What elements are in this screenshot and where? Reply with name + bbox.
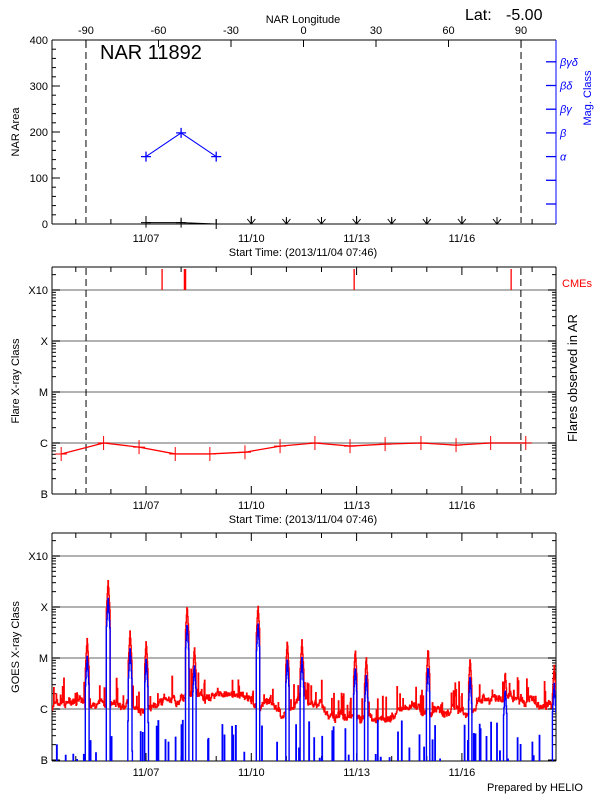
flare-point bbox=[344, 439, 357, 454]
y-axis-label: NAR Area bbox=[10, 107, 22, 157]
y-axis-label: Flare X-ray Class bbox=[10, 338, 22, 423]
goes-short-channel-line bbox=[55, 597, 556, 761]
top-x-tick-label: 90 bbox=[515, 25, 527, 37]
y-tick-label: M bbox=[39, 387, 48, 399]
x-tick-label: 11/16 bbox=[449, 767, 476, 779]
x-tick-label: 11/10 bbox=[238, 233, 265, 245]
flare-point bbox=[133, 440, 146, 455]
no-data-marker bbox=[492, 217, 502, 225]
y-tick-label: M bbox=[39, 653, 48, 665]
flare-point bbox=[519, 436, 532, 450]
y-axis-label: GOES X-ray Class bbox=[10, 601, 22, 693]
y-tick-label: 400 bbox=[30, 35, 48, 47]
x-axis-label: Start Time: (2013/11/04 07:46) bbox=[229, 247, 377, 259]
y2-tick-label: βγδ bbox=[559, 57, 579, 69]
top-x-tick-label: 0 bbox=[300, 25, 306, 37]
y-tick-label: C bbox=[40, 438, 48, 450]
y-tick-label: 0 bbox=[42, 219, 48, 231]
region-label: NAR 11892 bbox=[100, 42, 202, 64]
y-tick-label: B bbox=[41, 489, 48, 501]
no-data-marker bbox=[246, 217, 256, 225]
y-tick-label: 300 bbox=[30, 81, 48, 93]
top-x-tick-label: -30 bbox=[223, 25, 239, 37]
y-tick-label: X bbox=[41, 602, 49, 614]
y-tick-label: 200 bbox=[30, 127, 48, 139]
y-tick-label: X10 bbox=[28, 285, 48, 297]
y-tick-label: C bbox=[40, 704, 48, 716]
x-tick-label: 11/16 bbox=[449, 500, 476, 512]
y-tick-label: 100 bbox=[30, 173, 48, 185]
nar-area-panel: NAR Longitude Start Time: (2013/11/04 07… bbox=[10, 14, 594, 259]
no-data-marker bbox=[422, 217, 432, 225]
no-data-marker bbox=[352, 217, 361, 225]
flare-point bbox=[308, 436, 321, 450]
flare-point bbox=[379, 437, 392, 452]
goes-long-channel-line bbox=[52, 580, 556, 724]
flare-point bbox=[55, 446, 68, 461]
no-data-marker bbox=[282, 217, 291, 225]
x-tick-label: 11/13 bbox=[343, 767, 370, 779]
flare-point bbox=[97, 436, 110, 450]
footer-credit: Prepared by HELIO bbox=[487, 782, 583, 794]
top-x-axis-label: NAR Longitude bbox=[266, 14, 341, 26]
x-tick-label: 11/10 bbox=[238, 500, 265, 512]
flare-point bbox=[203, 446, 216, 461]
top-x-tick-label: -90 bbox=[78, 25, 94, 37]
goes-panel: GOES X-ray Class B C M X X10 11/07 11/10 11/13 1… bbox=[10, 532, 557, 779]
y2-axis-label: Mag. Class bbox=[582, 70, 594, 126]
top-x-tick-label: 60 bbox=[442, 25, 454, 37]
x-tick-label: 11/07 bbox=[133, 500, 160, 512]
x-tick-label: 11/13 bbox=[343, 233, 370, 245]
y2-tick-label: α bbox=[560, 152, 567, 164]
flare-point bbox=[238, 445, 251, 460]
y-tick-label: X10 bbox=[28, 551, 48, 563]
x-axis-label: Start Time: (2013/11/04 07:46) bbox=[229, 514, 377, 526]
top-x-tick-label: 30 bbox=[370, 25, 382, 37]
top-x-tick-label: -60 bbox=[151, 25, 167, 37]
lat-label: Lat: bbox=[465, 7, 492, 24]
no-data-marker bbox=[457, 217, 467, 225]
flare-point bbox=[450, 438, 463, 453]
x-tick-label: 11/16 bbox=[449, 233, 476, 245]
mag-class-point bbox=[141, 151, 151, 162]
mag-class-point bbox=[211, 151, 222, 162]
flare-point bbox=[169, 446, 182, 461]
y-tick-label: X bbox=[41, 336, 49, 348]
flares-panel: Start Time: (2013/11/04 07:46) Flare X-r… bbox=[10, 266, 592, 526]
x-tick-label: 11/07 bbox=[133, 767, 160, 779]
flare-point bbox=[414, 436, 427, 450]
y-tick-label: B bbox=[41, 755, 48, 767]
no-data-marker bbox=[317, 217, 326, 225]
flare-point bbox=[274, 439, 287, 454]
y2-tick-label: βδ bbox=[559, 81, 573, 93]
cme-label: CMEs bbox=[562, 278, 592, 290]
lat-value: -5.00 bbox=[506, 7, 543, 24]
area-data-point bbox=[211, 219, 222, 229]
x-tick-label: 11/10 bbox=[238, 767, 265, 779]
area-data-point bbox=[176, 217, 187, 228]
y2-tick-label: βγ bbox=[559, 104, 573, 116]
y2-axis-label: Flares observed in AR bbox=[565, 314, 580, 442]
flare-point bbox=[484, 436, 497, 450]
x-tick-label: 11/07 bbox=[133, 233, 160, 245]
y2-tick-label: β bbox=[559, 128, 567, 140]
mag-class-point bbox=[176, 127, 187, 138]
x-tick-label: 11/13 bbox=[343, 500, 370, 512]
area-data-point bbox=[141, 217, 151, 228]
no-data-marker bbox=[387, 217, 397, 225]
